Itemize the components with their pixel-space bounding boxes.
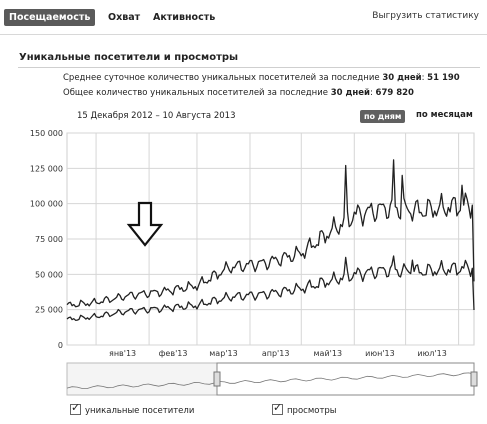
visitors-chart[interactable]: 0 25 000 50 000 75 000 100 000 125 000 150 000… xyxy=(0,125,487,402)
avg-daily-days: 30 дней xyxy=(382,73,422,83)
date-range: 15 Декабря 2012 – 10 Августа 2013 xyxy=(77,111,236,121)
x-tick-label: май'13 xyxy=(314,349,343,358)
tab-reach[interactable]: Охват xyxy=(108,12,141,23)
section-title: Уникальные посетители и просмотры xyxy=(19,52,239,63)
y-tick-label: 50 000 xyxy=(35,270,63,279)
by-days-button[interactable]: по дням xyxy=(360,110,406,123)
y-tick-label: 150 000 xyxy=(30,129,63,138)
series-line-pageviews xyxy=(66,159,475,308)
legend-unique-label: уникальные посетители xyxy=(85,406,195,416)
total-label: Общее количество уникальных посетителей … xyxy=(63,88,328,98)
series-line-unique-visitors xyxy=(66,255,475,321)
x-tick-label: июн'13 xyxy=(365,349,395,358)
avg-daily-stat: Среднее суточное количество уникальных п… xyxy=(63,73,460,83)
navigator-handle-right[interactable] xyxy=(470,371,478,387)
x-tick-label: мар'13 xyxy=(209,349,237,358)
y-tick-label: 125 000 xyxy=(30,164,63,173)
y-axis-labels: 0 25 000 50 000 75 000 100 000 125 000 150 000 xyxy=(30,129,63,350)
divider xyxy=(0,34,487,35)
by-months-button[interactable]: по месяцам xyxy=(416,110,473,120)
chart-annotation xyxy=(126,201,164,247)
avg-daily-value: 51 190 xyxy=(427,73,460,83)
avg-daily-label: Среднее суточное количество уникальных п… xyxy=(63,73,380,83)
y-tick-label: 75 000 xyxy=(35,235,63,244)
pageviews-checkbox[interactable]: ✓ xyxy=(272,401,283,415)
navigator-selection xyxy=(216,362,475,396)
tab-attendance[interactable]: Посещаемость xyxy=(4,9,96,26)
total-value: 679 820 xyxy=(375,88,414,98)
tab-bar: Посещаемость Охват Активность Выгрузить … xyxy=(0,0,487,34)
x-axis-labels: янв'13 фев'13 мар'13 апр'13 май'13 июн'13 июл'… xyxy=(109,349,447,358)
down-arrow-icon xyxy=(126,201,164,247)
total-stat: Общее количество уникальных посетителей … xyxy=(63,88,414,98)
x-tick-label: фев'13 xyxy=(159,349,188,358)
legend-pageviews[interactable]: ✓ просмотры xyxy=(272,401,337,416)
section-divider xyxy=(18,67,480,68)
navigator-handle-left[interactable] xyxy=(213,371,221,387)
y-tick-label: 0 xyxy=(58,341,63,350)
range-navigator[interactable] xyxy=(66,362,478,396)
x-tick-label: апр'13 xyxy=(262,349,290,358)
unique-visitors-checkbox[interactable]: ✓ xyxy=(70,401,81,415)
y-tick-label: 25 000 xyxy=(35,306,63,315)
navigator-sparkline xyxy=(66,372,475,389)
chart-series xyxy=(66,159,475,321)
legend-unique-visitors[interactable]: ✓ уникальные посетители xyxy=(70,401,195,416)
tab-activity[interactable]: Активность xyxy=(153,12,216,23)
chart-grid xyxy=(66,132,475,346)
export-stats-link[interactable]: Выгрузить статистику xyxy=(372,11,479,21)
legend-views-label: просмотры xyxy=(287,406,337,416)
x-tick-label: июл'13 xyxy=(417,349,446,358)
total-days: 30 дней xyxy=(330,88,370,98)
check-icon: ✓ xyxy=(71,401,81,414)
check-icon: ✓ xyxy=(273,401,283,414)
x-tick-label: янв'13 xyxy=(109,349,136,358)
y-tick-label: 100 000 xyxy=(30,200,63,209)
